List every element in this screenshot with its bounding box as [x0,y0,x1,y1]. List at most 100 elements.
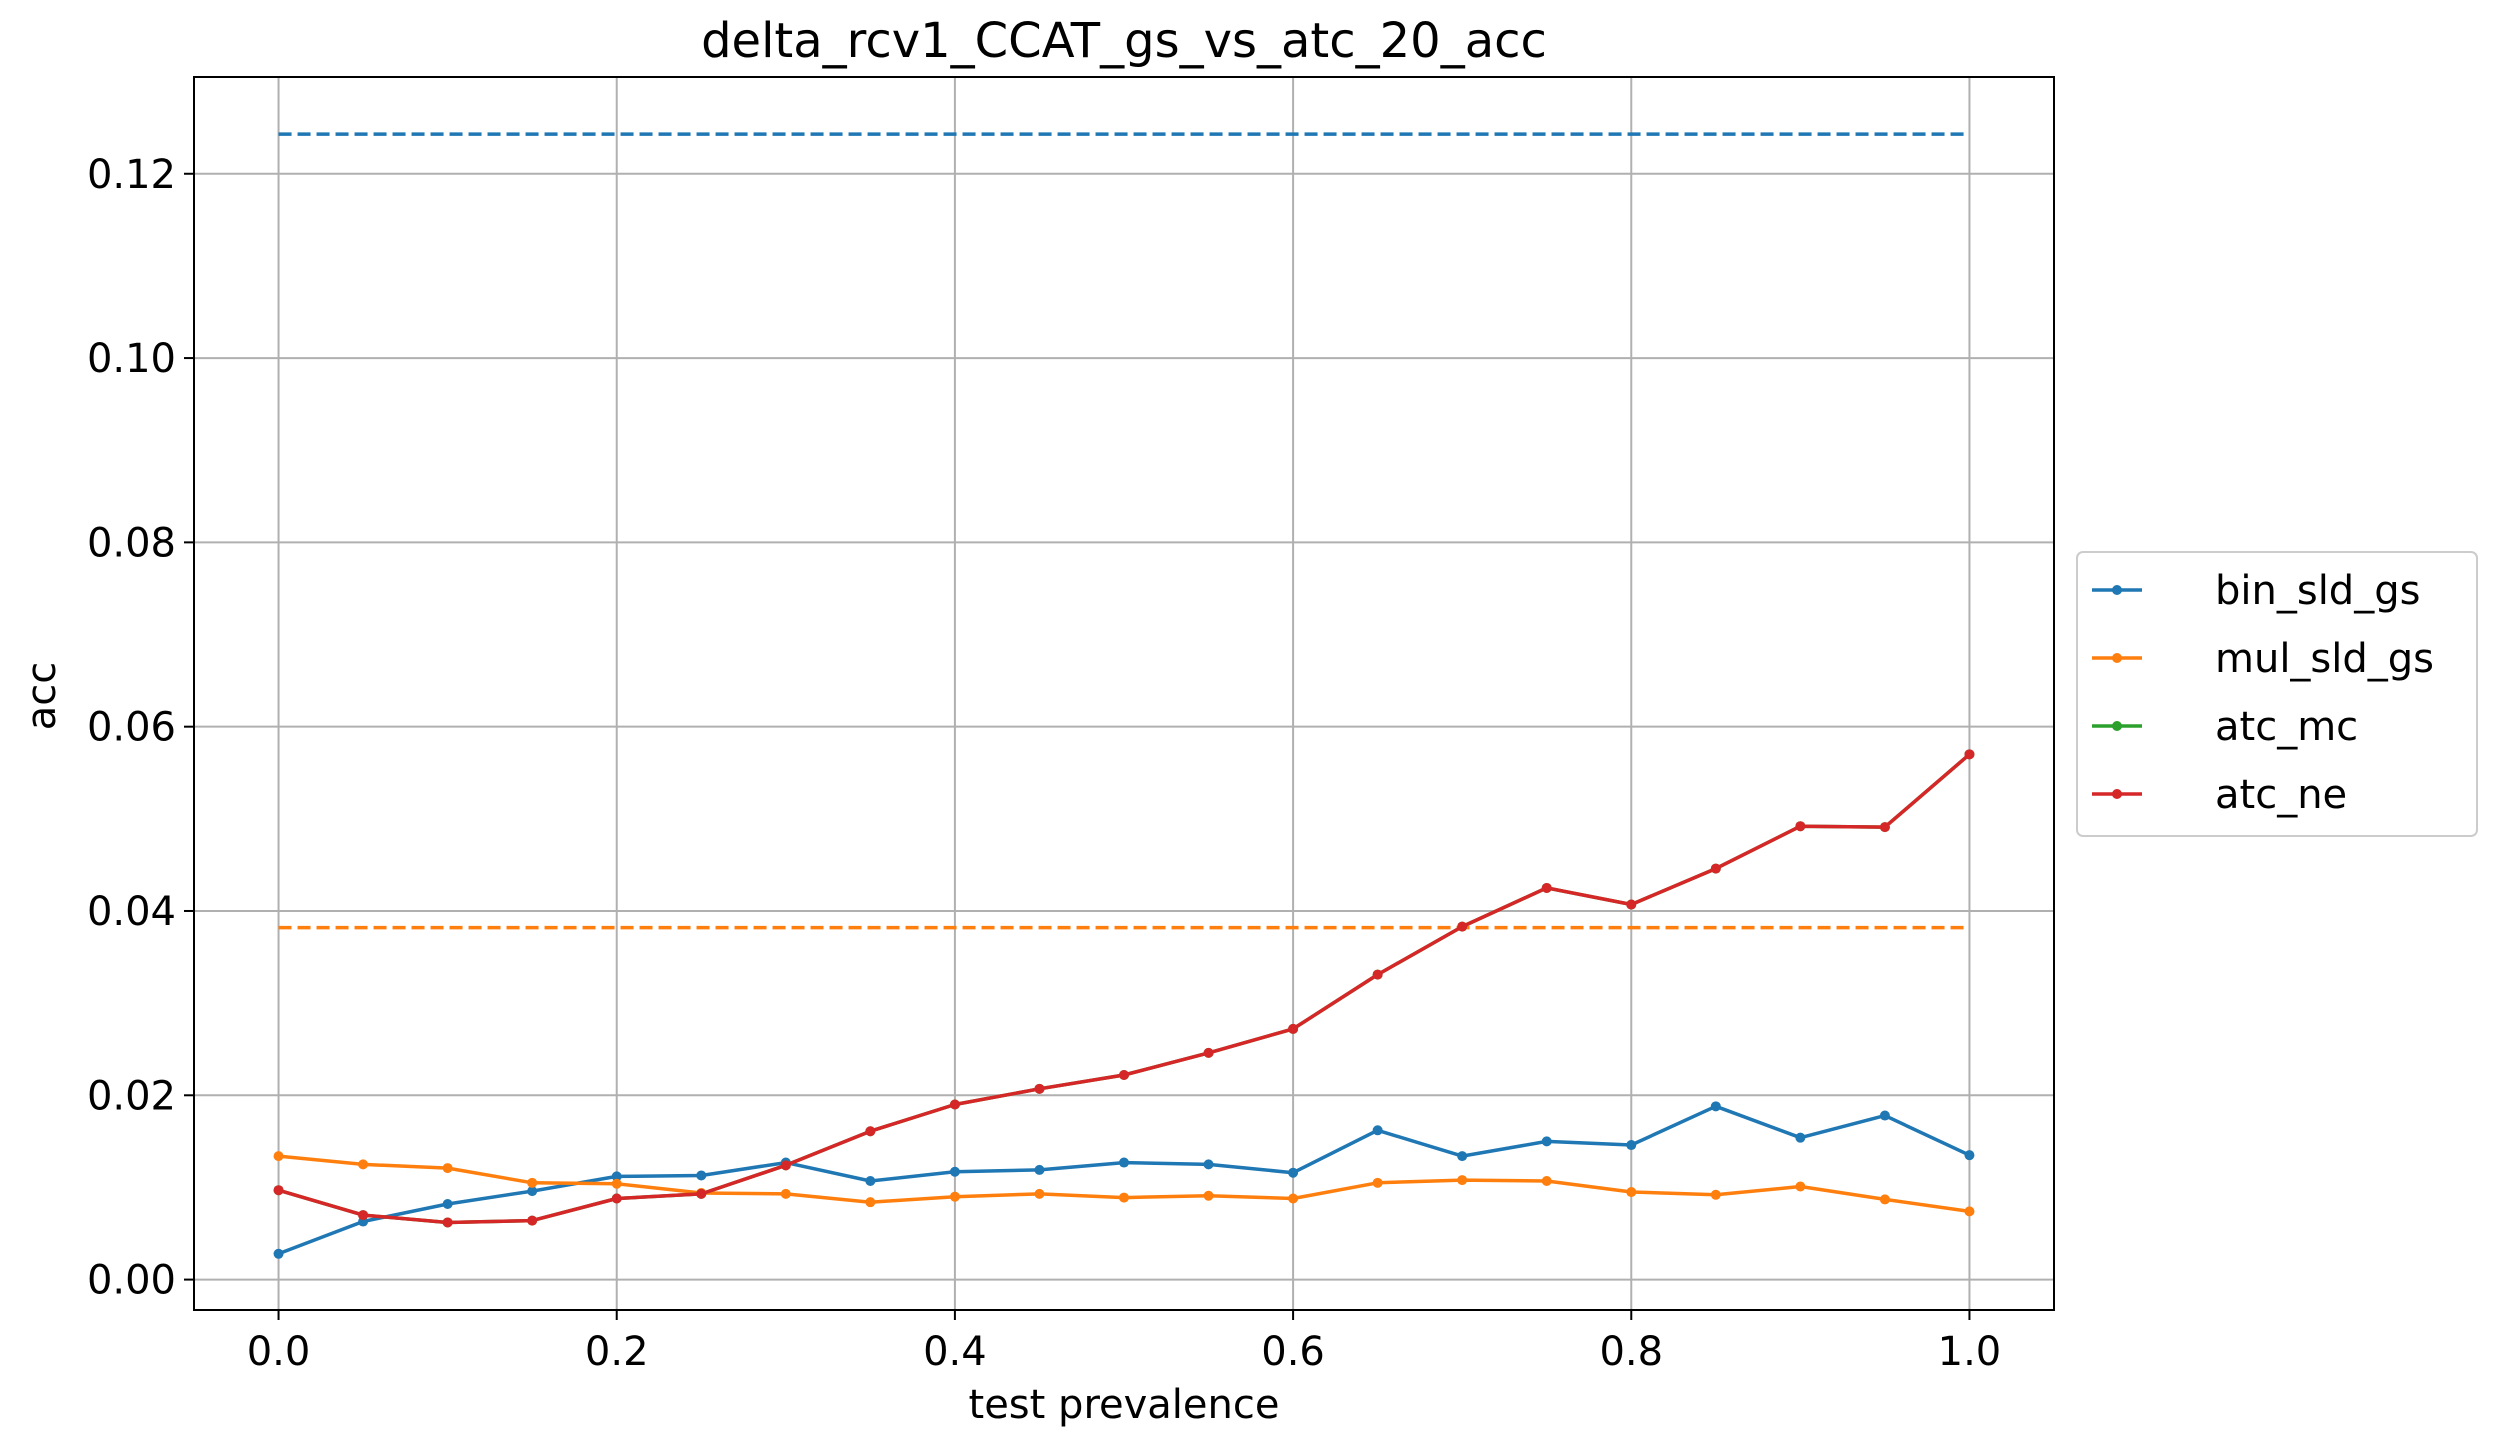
legend-label: atc_ne [2215,772,2347,818]
data-point [780,1160,791,1171]
series-atc_ne [273,749,1975,1228]
data-point [1541,1175,1552,1186]
data-point [611,1178,622,1189]
data-point [780,1188,791,1199]
data-point [1626,899,1637,910]
legend-item-atc_ne: atc_ne [2092,772,2347,818]
x-tick-label: 0.0 [247,1329,311,1375]
legend-item-atc_mc: atc_mc [2092,704,2358,750]
data-point [1119,1157,1129,1168]
series-bin_sld_gs [273,1101,1975,1259]
data-point [1372,1125,1383,1136]
data-point [1710,1189,1721,1200]
data-point [1372,1177,1383,1188]
plot-frame [193,76,2055,1311]
legend-item-bin_sld_gs: bin_sld_gs [2092,568,2420,614]
data-point [1372,969,1383,980]
data-point [358,1210,369,1221]
data-point [1457,1175,1468,1186]
data-point [1541,882,1552,893]
legend: bin_sld_gs mul_sld_gs atc_mc atc_ne [2076,551,2478,837]
y-axis-label: acc [19,662,65,731]
data-point [273,1248,284,1259]
y-tick-label: 0.00 [87,1258,176,1304]
data-point [1203,1159,1214,1170]
legend-marker [2112,789,2122,799]
data-point [358,1159,369,1170]
legend-marker [2112,585,2122,595]
y-tick-label: 0.02 [87,1073,176,1119]
data-point [1034,1188,1045,1199]
data-point [1457,921,1468,932]
legend-label: bin_sld_gs [2215,568,2420,614]
data-point [442,1199,453,1210]
data-point [1203,1190,1214,1201]
data-point [1795,821,1806,832]
legend-label: atc_mc [2215,704,2358,750]
data-point [1879,1110,1890,1121]
x-tick-label: 0.6 [1261,1329,1325,1375]
chart-title: delta_rcv1_CCAT_gs_vs_atc_20_acc [701,13,1547,69]
x-tick-label: 0.2 [585,1329,649,1375]
data-point [1795,1181,1806,1192]
data-point [1203,1047,1214,1058]
data-point [1879,1194,1890,1205]
data-point [1288,1167,1299,1178]
x-tick-label: 0.4 [923,1329,987,1375]
y-tick-label: 0.12 [87,152,176,198]
data-point [611,1193,622,1204]
legend-marker [2112,721,2122,731]
x-tick-label: 1.0 [1938,1329,2002,1375]
data-point [1541,1136,1552,1147]
data-point [949,1166,960,1177]
data-point [442,1217,453,1228]
legend-item-mul_sld_gs: mul_sld_gs [2092,636,2434,682]
data-point [1119,1070,1129,1081]
data-point [1710,863,1721,874]
series-lines [273,749,1975,1259]
series-line-atc_mc [278,752,1971,1225]
data-point [865,1126,876,1137]
legend-label: mul_sld_gs [2215,636,2434,682]
y-tick-label: 0.06 [87,705,176,751]
data-point [1034,1083,1045,1094]
data-point [442,1163,453,1174]
data-point [1964,1150,1975,1161]
data-point [611,1171,622,1182]
data-point [527,1186,538,1197]
data-point [865,1197,876,1208]
x-axis-label: test prevalence [969,1382,1280,1428]
data-point [1119,1192,1129,1203]
data-point [1964,749,1975,760]
data-point [1879,822,1890,833]
data-point [273,1151,284,1162]
data-point [1288,1193,1299,1204]
y-tick-label: 0.10 [87,336,176,382]
data-point [1457,1151,1468,1162]
y-tick-label: 0.04 [87,889,176,935]
data-point [273,1185,284,1196]
data-point [865,1175,876,1186]
data-point [696,1188,707,1199]
y-axis-ticks: 0.00 0.02 0.04 0.06 0.08 0.10 0.12 [87,152,194,1304]
data-point [1964,1206,1975,1217]
grid-lines [194,77,2054,1310]
data-point [527,1177,538,1188]
data-point [527,1215,538,1226]
data-point [1710,1101,1721,1112]
series-atc_mc [273,749,1975,1228]
x-axis-ticks: 0.0 0.2 0.4 0.6 0.8 1.0 [247,1310,2002,1375]
data-point [1795,1132,1806,1143]
data-point [1288,1023,1299,1034]
y-tick-label: 0.08 [87,520,176,566]
data-point [1034,1164,1045,1175]
x-tick-label: 0.8 [1599,1329,1663,1375]
data-point [1626,1187,1637,1198]
reference-lines [278,132,1970,930]
legend-box [2076,551,2478,837]
data-point [1626,1140,1637,1151]
data-point [949,1191,960,1202]
series-line-atc_ne [278,752,1971,1225]
